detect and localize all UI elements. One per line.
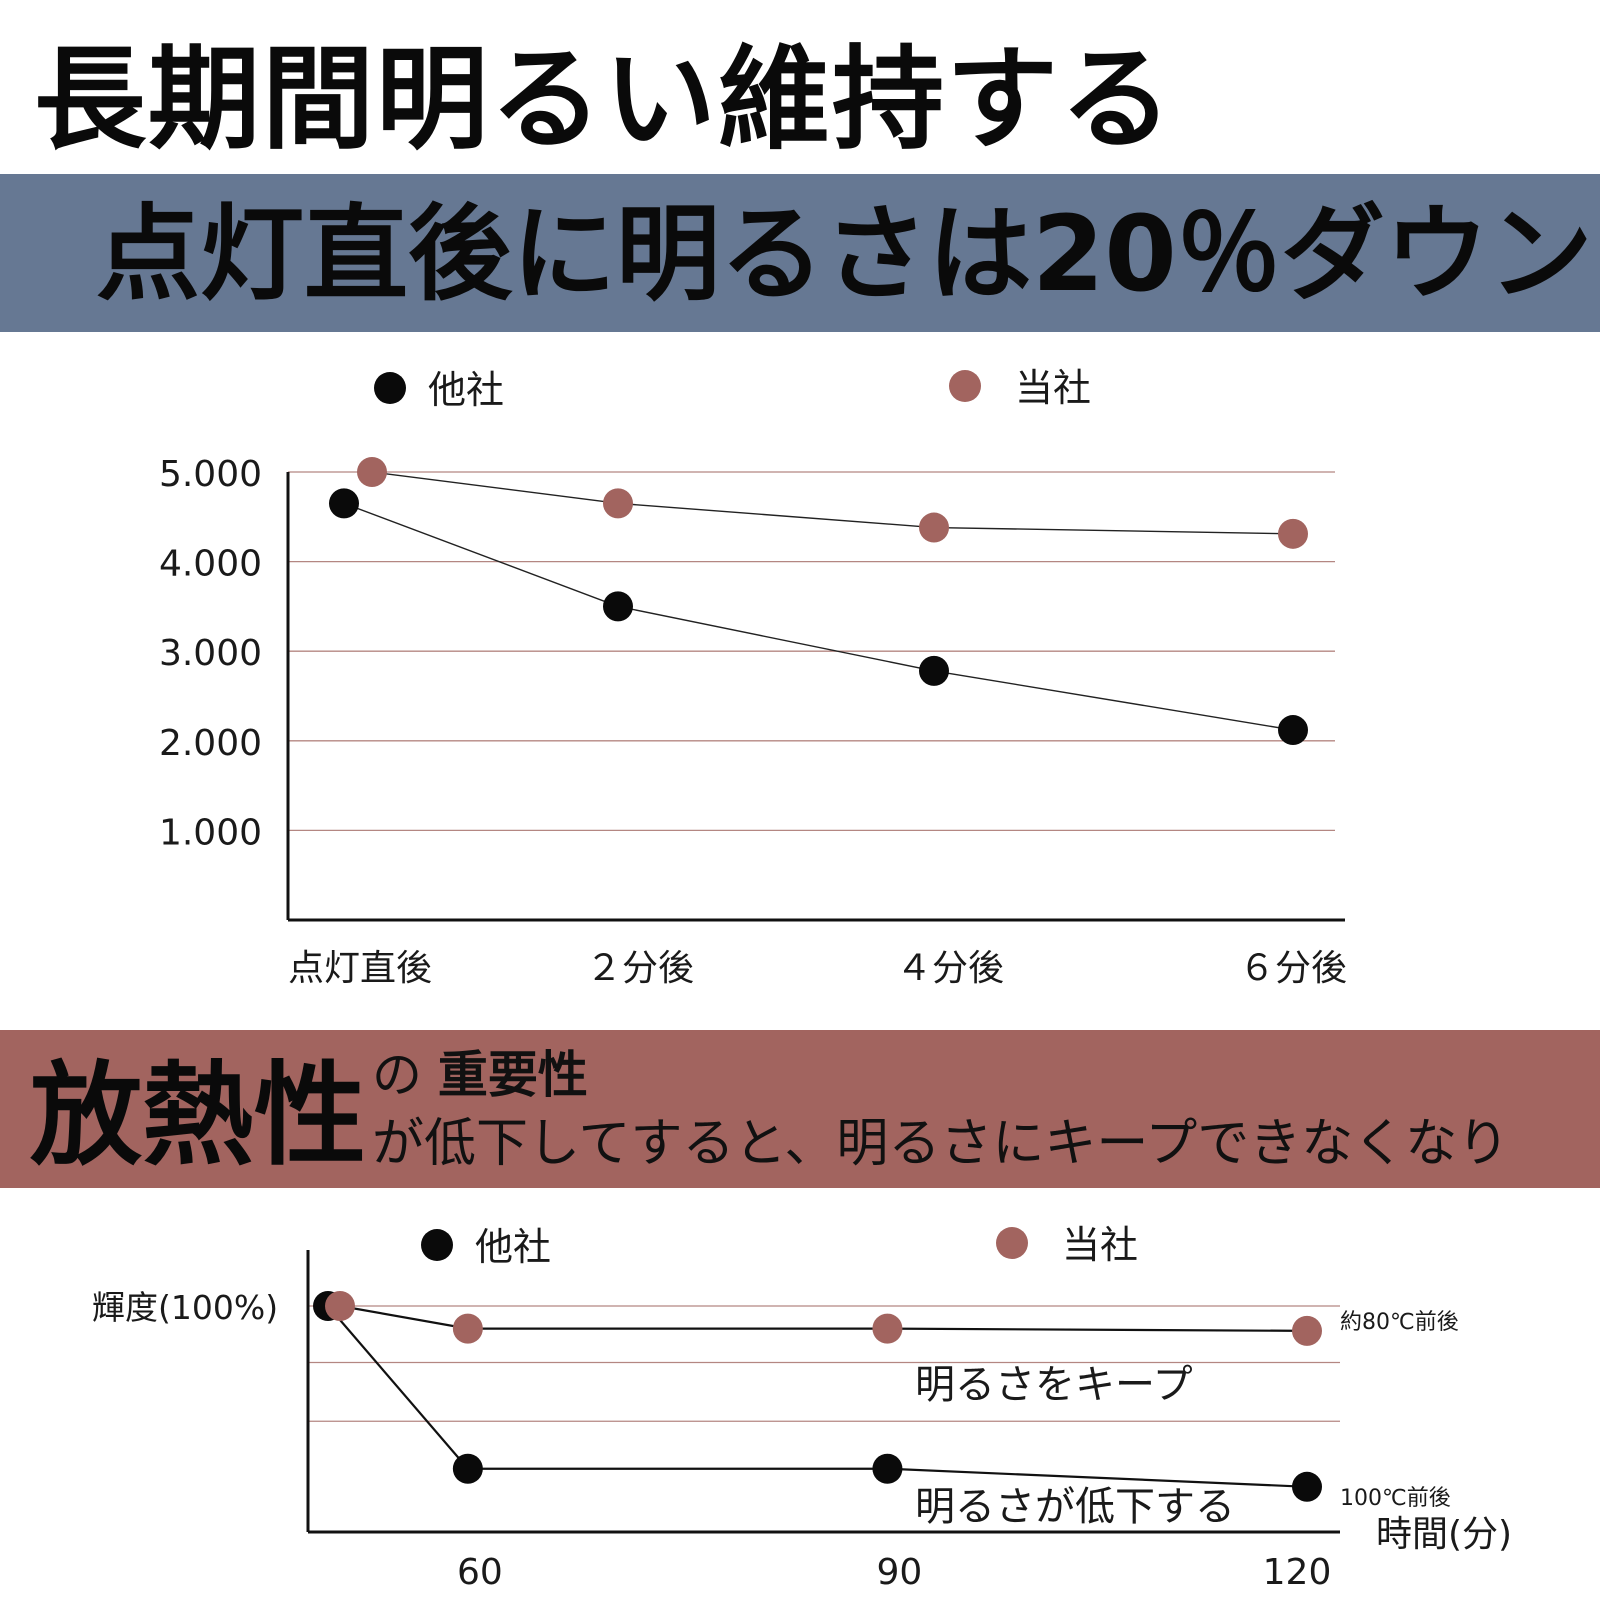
chart1-y-tick-label: 1.000 [159,812,262,853]
chart1-legend-marker-ours [949,370,981,402]
page-title: 長期間明るい維持する [34,35,1174,165]
chart2-annotation-decline: 明るさが低下する [915,1484,1235,1530]
chart2-legend-label-other: 他社 [475,1225,551,1269]
chart2-point-ours [452,1313,483,1344]
chart1-y-tick-label: 3.000 [159,633,262,674]
chart1-legend: 他社 当社 [374,366,1091,412]
chart1-point-other [329,488,359,519]
chart1-point-ours [1278,518,1308,549]
chart1-point-ours [603,488,633,519]
chart1-legend-label-ours: 当社 [1015,366,1091,410]
chart2-point-other [1292,1471,1322,1502]
chart2-legend-marker-other [421,1229,453,1261]
chart2-annotation-keep: 明るさをキープ [915,1362,1193,1408]
chart2-point-other [452,1453,483,1484]
heat-dissipation-description: が低下してすると、明るさにキープできなくなり [372,1114,1510,1174]
chart2-end-label-other: 100℃前後 [1340,1486,1451,1511]
chart1-legend-marker-other [374,372,406,404]
chart1-y-tick-label: 5.000 [159,454,262,495]
chart1-series-line-ours [371,471,1294,535]
chart2-point-ours [872,1313,903,1344]
chart2-x-axis-label: 時間(分) [1376,1514,1512,1555]
heat-dissipation-title: 放熱性 [30,1051,366,1181]
chart1-brightness-over-minutes: 5.000 4.000 3.000 2.000 1.000 点灯直後 ２分後 ４分後 ６分後 [159,454,1347,989]
chart2-x-tick-label: 120 [1263,1552,1332,1593]
chart1-point-ours [357,457,387,487]
importance-prefix: の [372,1046,422,1104]
chart1-series-line-other [343,502,1294,731]
chart1-x-tick-label: ４分後 [896,948,1004,989]
importance-label: の 重要性 [372,1048,588,1103]
chart1-point-ours [919,512,949,543]
chart2-x-tick-label: 90 [877,1552,923,1593]
chart2-series-line-other [327,1305,1308,1488]
subtitle-text: 点灯直後に明るさは20％ダウン [96,193,1593,315]
chart2-point-other [872,1453,903,1484]
importance-bold: 重要性 [437,1046,588,1104]
chart1-point-other [1278,715,1308,746]
chart2-end-label-ours: 約80℃前後 [1340,1310,1459,1335]
chart1-y-tick-label: 2.000 [159,723,262,764]
chart2-legend-marker-ours [996,1227,1028,1259]
heat-dissipation-banner: 放熱性 の 重要性 が低下してすると、明るさにキープできなくなり [0,1030,1600,1188]
chart2-y-axis-label: 輝度(100%) [92,1288,278,1327]
chart2-legend: 他社 当社 [421,1223,1138,1269]
chart2-x-tick-label: 60 [457,1552,503,1593]
chart2-series-line-ours [339,1304,1308,1332]
chart1-legend-label-other: 他社 [428,368,504,412]
chart1-x-tick-label: ６分後 [1239,948,1347,989]
chart2-point-ours [1292,1315,1322,1346]
chart2-legend-label-ours: 当社 [1062,1223,1138,1267]
chart1-point-other [603,591,633,622]
chart1-point-other [919,655,949,686]
chart2-point-ours [325,1291,355,1321]
chart2-brightness-over-time: 輝度(100%) 時間(分) 60 90 120 100℃前後約80℃前後明るさをキープ明… [92,1250,1512,1593]
subtitle-banner: 点灯直後に明るさは20％ダウン [0,174,1600,332]
chart1-y-tick-label: 4.000 [159,544,262,585]
chart1-x-tick-label: 点灯直後 [288,948,432,989]
chart1-x-tick-label: ２分後 [586,948,694,989]
